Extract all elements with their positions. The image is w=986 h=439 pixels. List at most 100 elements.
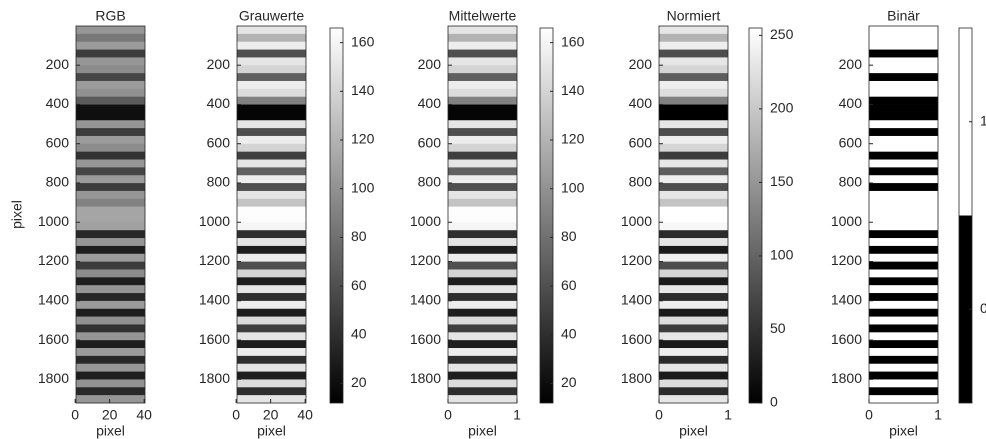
stripe [659,144,728,152]
stripe [448,387,517,395]
y-tick-label: 1000 [831,213,862,229]
stripe [659,199,728,207]
stripe [869,97,938,105]
stripe [448,144,517,152]
stripe [76,364,145,372]
x-axis-label: pixel [889,423,918,439]
y-tick-label: 1000 [621,213,652,229]
stripe [659,309,728,317]
stripe [237,175,306,183]
stripe [869,50,938,58]
stripe [869,332,938,340]
stripe [76,269,145,277]
stripe [76,277,145,285]
stripe [869,81,938,89]
stripe [448,42,517,50]
y-tick-label: 1200 [831,252,862,268]
stripe [659,285,728,293]
stripe [448,183,517,191]
y-tick-label: 800 [839,174,863,190]
stripe [448,269,517,277]
stripe [237,57,306,65]
stripe [869,128,938,136]
stripe [659,238,728,246]
stripe [237,254,306,262]
y-tick-label: 1800 [38,370,69,386]
stripe [76,238,145,246]
y-tick-label: 1600 [621,331,652,347]
stripe [237,105,306,113]
y-tick-label: 1600 [199,331,230,347]
y-tick-label: 1800 [831,370,862,386]
stripe [659,207,728,215]
colorbar-tick-label: 60 [561,277,577,293]
stripe [76,372,145,380]
stripe [237,50,306,58]
stripe [237,379,306,387]
stripe [76,395,145,403]
y-tick-label: 1200 [410,252,441,268]
stripe [76,285,145,293]
stripe [76,356,145,364]
stripe [237,222,306,230]
stripe [237,269,306,277]
y-tick-label: 1600 [410,331,441,347]
stripe [869,42,938,50]
stripe [869,309,938,317]
colorbar [959,28,972,403]
y-tick-label: 200 [418,56,442,72]
stripe [659,324,728,332]
stripe [237,26,306,34]
y-tick-label: 1400 [621,292,652,308]
colorbar-tick-label: 250 [770,26,794,42]
stripe [448,215,517,223]
stripe [869,262,938,270]
stripe [448,262,517,270]
stripe [869,57,938,65]
stripe [237,387,306,395]
stripe [76,57,145,65]
y-tick-label: 600 [629,134,653,150]
stripe [448,277,517,285]
stripe [448,246,517,254]
y-tick-label: 1800 [199,370,230,386]
colorbar-tick-label: 50 [770,320,786,336]
stripe [659,175,728,183]
stripe [869,199,938,207]
colorbar-tick-label: 120 [561,131,585,147]
y-tick-label: 400 [839,95,863,111]
y-tick-label: 800 [629,174,653,190]
stripe [659,395,728,403]
stripe [76,215,145,223]
stripe [448,26,517,34]
colorbar-tick-label: 160 [561,33,585,49]
stripe [237,332,306,340]
stripe [76,144,145,152]
colorbar-tick-label: 100 [561,179,585,195]
stripe [869,34,938,42]
stripe [237,356,306,364]
stripe [237,81,306,89]
stripe [448,222,517,230]
colorbar-tick-label: 100 [770,247,794,263]
stripe [869,301,938,309]
y-tick-label: 1000 [199,213,230,229]
stripe [237,191,306,199]
page: RGB2004006008001000120014001600180002040… [0,0,986,439]
y-tick-label: 1200 [38,252,69,268]
colorbar-tick-label: 150 [770,173,794,189]
y-tick-label: 200 [629,56,653,72]
stripe [237,97,306,105]
stripe [448,50,517,58]
stripe [869,73,938,81]
stripe [659,73,728,81]
stripe [237,144,306,152]
stripe [237,112,306,120]
stripe [659,97,728,105]
x-tick-label: 0 [232,407,240,423]
stripe [237,364,306,372]
stripe [659,246,728,254]
stripe [869,230,938,238]
stripe [448,230,517,238]
stripe [659,191,728,199]
